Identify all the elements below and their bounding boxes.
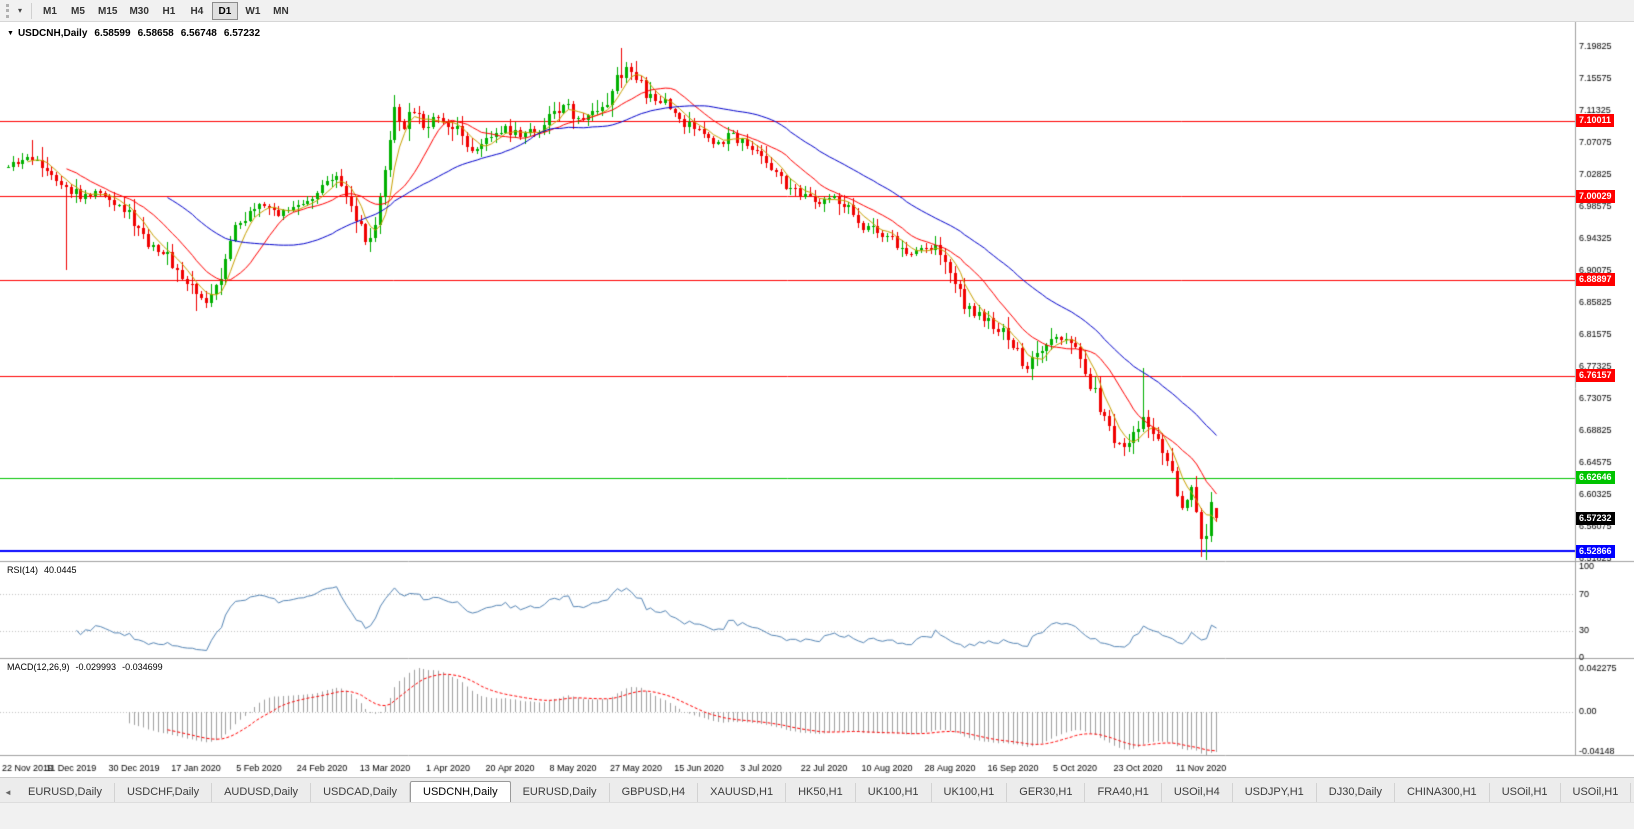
timeframe-button-m5[interactable]: M5 (65, 2, 91, 20)
bar-close-value: 6.57232 (223, 28, 261, 39)
chart-tab-uk100-h1[interactable]: UK100,H1 (932, 783, 1008, 802)
rsi-name: RSI(14) (7, 565, 39, 575)
timeframe-button-d1[interactable]: D1 (211, 2, 238, 21)
tab-scroll-left-button[interactable]: ◄ (0, 782, 16, 802)
chart-tab-uk100-h1[interactable]: UK100,H1 (856, 783, 932, 802)
toolbar-grip-handle[interactable] (6, 3, 9, 18)
chart-tab-ger30-h1[interactable]: GER30,H1 (1007, 783, 1086, 802)
toolbar-overflow-button[interactable]: ▾ (13, 2, 27, 20)
bar-high-value: 6.58658 (137, 28, 174, 39)
hline-price-badge: 7.10011 (1576, 114, 1615, 128)
chart-tab-dj30-daily[interactable]: DJ30,Daily (1317, 783, 1395, 802)
chevron-down-icon: ▾ (17, 6, 22, 15)
chart-tab-usdcnh-daily[interactable]: USDCNH,Daily (410, 781, 511, 802)
timeframe-button-h1[interactable]: H1 (156, 2, 182, 20)
bar-open-value: 6.58599 (94, 28, 131, 39)
chart-tab-audusd-daily[interactable]: AUDUSD,Daily (212, 783, 312, 802)
hline-price-badge: 7.00029 (1576, 189, 1615, 203)
arrow-left-icon: ◄ (4, 787, 12, 797)
chart-tab-hk50-h1[interactable]: HK50,H1 (786, 783, 856, 802)
toolbar-separator (31, 2, 32, 19)
hline-price-badge: 6.88897 (1576, 273, 1615, 287)
rsi-indicator-label: RSI(14) 40.0445 (7, 565, 77, 575)
chart-tab-xauusd-h1[interactable]: XAUUSD,H1 (698, 783, 787, 802)
chart-tab-usoil-h1[interactable]: USOil,H1 (1490, 783, 1561, 802)
chart-tab-eurusd-daily[interactable]: EURUSD,Daily (511, 783, 610, 802)
current-price-badge: 6.57232 (1576, 511, 1615, 525)
chart-tab-eurusd-daily[interactable]: EURUSD,Daily (16, 783, 115, 802)
hline-price-badge: 6.76157 (1576, 369, 1615, 383)
timeframe-button-m15[interactable]: M15 (93, 2, 122, 20)
chart-tab-china300-h1[interactable]: CHINA300,H1 (1395, 783, 1490, 802)
timeframe-button-w1[interactable]: W1 (240, 2, 266, 20)
chart-tab-usdjpy-h1[interactable]: USDJPY,H1 (1233, 783, 1317, 802)
price-chart-canvas[interactable] (0, 22, 1634, 777)
status-bar (0, 802, 1634, 829)
bar-low-value: 6.56748 (180, 28, 217, 39)
macd-signal-value: -0.034699 (122, 662, 163, 672)
timeframe-button-m1[interactable]: M1 (37, 2, 63, 20)
chart-tab-gbpusd-h4[interactable]: GBPUSD,H4 (610, 783, 699, 802)
chart-tab-fra40-h1[interactable]: FRA40,H1 (1085, 783, 1162, 802)
timeframe-button-m30[interactable]: M30 (124, 2, 153, 20)
hline-price-badge: 6.52866 (1576, 544, 1615, 558)
chart-area: ▼ USDCNH,Daily 6.58599 6.58658 6.56748 6… (0, 22, 1634, 777)
timeframe-button-mn[interactable]: MN (268, 2, 294, 20)
timeframes-toolbar: ▾ M1 M5 M15 M30 H1 H4 D1 W1 MN (0, 0, 1634, 22)
chart-tabs-bar: ◄ EURUSD,Daily USDCHF,Daily AUDUSD,Daily US… (0, 777, 1634, 802)
timeframe-buttons-group: M1 M5 M15 M30 H1 H4 D1 W1 MN (36, 1, 295, 21)
chart-tab-usoil-h1[interactable]: USOil,H1 (1561, 783, 1632, 802)
chart-tab-usdcad-daily[interactable]: USDCAD,Daily (311, 783, 411, 802)
rsi-value: 40.0445 (44, 565, 77, 575)
chart-tabs: EURUSD,Daily USDCHF,Daily AUDUSD,Daily USDC… (16, 778, 1634, 802)
chart-symbol-label: USDCNH,Daily (17, 28, 88, 39)
macd-name: MACD(12,26,9) (7, 662, 70, 672)
chart-tab-usoil-h4[interactable]: USOil,H4 (1162, 783, 1233, 802)
hline-price-badge: 6.62646 (1576, 471, 1615, 485)
macd-main-value: -0.029993 (75, 662, 117, 672)
chart-header: ▼ USDCNH,Daily 6.58599 6.58658 6.56748 6… (7, 28, 260, 39)
chart-tab-usdchf-daily[interactable]: USDCHF,Daily (115, 783, 213, 802)
symbol-marker-icon: ▼ (7, 30, 14, 37)
macd-indicator-label: MACD(12,26,9) -0.029993 -0.034699 (7, 662, 163, 672)
timeframe-button-h4[interactable]: H4 (184, 2, 210, 20)
